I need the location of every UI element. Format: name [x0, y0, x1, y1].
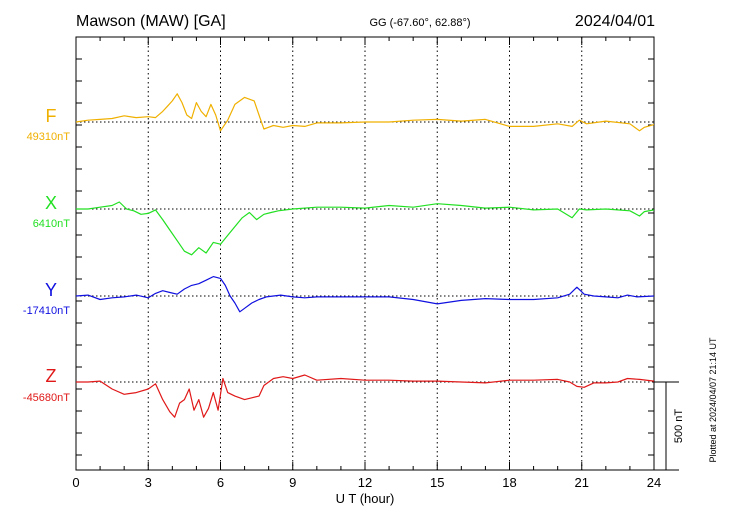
- x-tick-label-9: 9: [289, 475, 296, 490]
- component-label-F: F: [46, 106, 57, 126]
- component-label-Z: Z: [46, 366, 57, 386]
- chart-title-station: Mawson (MAW) [GA]: [76, 13, 226, 30]
- series-line-X: [76, 201, 655, 256]
- x-tick-label-0: 0: [72, 475, 79, 490]
- baseline-value-Z: -45680nT: [23, 392, 70, 404]
- baseline-value-X: 6410nT: [33, 218, 71, 230]
- component-label-Y: Y: [45, 280, 57, 300]
- x-tick-label-21: 21: [575, 475, 589, 490]
- grid-layer: [147, 37, 583, 470]
- x-tick-label-3: 3: [145, 475, 152, 490]
- series-line-Y: [75, 276, 655, 313]
- chart-title-coordinates: GG (-67.60°, 62.88°): [369, 17, 470, 29]
- series-layer: [75, 93, 655, 418]
- scale-bar: 500 nT: [654, 381, 685, 471]
- chart-title-date: 2024/04/01: [575, 13, 655, 30]
- scale-bar-label: 500 nT: [673, 409, 685, 444]
- series-line-F: [75, 93, 655, 132]
- series-line-Z: [76, 374, 655, 418]
- plotted-note: Plotted at 2024/04/07 21:14 UT: [708, 337, 718, 463]
- baseline-value-Y: -17410nT: [23, 305, 70, 317]
- x-axis-label: U T (hour): [336, 491, 395, 506]
- x-tick-label-24: 24: [647, 475, 661, 490]
- component-label-X: X: [45, 193, 57, 213]
- x-tick-label-15: 15: [430, 475, 444, 490]
- x-tick-label-12: 12: [358, 475, 372, 490]
- tick-layer: 0 3 6 9 12 15 18 21 24: [72, 37, 661, 490]
- x-tick-label-18: 18: [502, 475, 516, 490]
- x-tick-label-6: 6: [217, 475, 224, 490]
- baseline-value-F: 49310nT: [27, 131, 71, 143]
- label-layer: F 49310nT X 6410nT Y -17410nT Z -45680nT: [23, 106, 70, 404]
